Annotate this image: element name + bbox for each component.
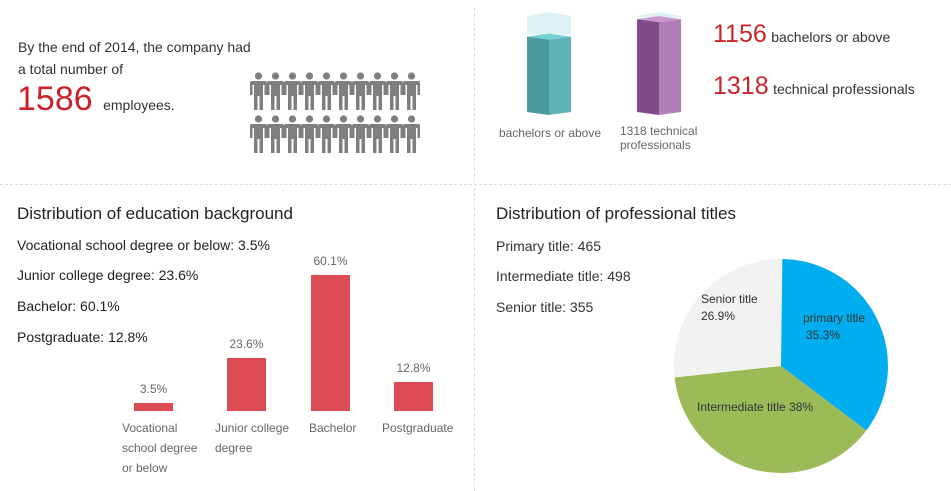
person-icon [352,115,369,153]
column-empty [637,12,681,18]
category-label: Bachelor [299,418,409,438]
stat-technical: 1318 technical professionals [713,72,915,101]
category-label-line: Bachelor [309,421,357,435]
stat-value: 1156 [713,20,767,48]
category-label-line: Postgraduate [382,421,454,435]
total-employees: 1586 employees. [17,80,175,119]
person-icon [335,115,352,153]
person-icon [267,115,284,153]
person-icon [335,72,352,110]
category-label-line: degree [215,441,253,455]
person-icon [369,72,386,110]
total-suffix: employees. [103,97,175,113]
titles-line: Primary title: 465 [496,238,602,254]
person-icon [301,72,318,110]
pie-value-label: 35.3% [806,328,840,342]
column-fill-right [659,19,681,115]
pie-label: Intermediate title 38% [697,400,813,414]
column-label-technical: 1318 technical professionals [612,124,720,152]
education-line: Vocational school degree or below: 3.5% [17,237,270,253]
person-icon [403,115,420,153]
titles-line: Senior title: 355 [496,299,594,315]
education-title: Distribution of education background [17,204,293,223]
category-label-line: or below [122,461,168,475]
column-fill-top [527,33,571,40]
bar-value-label: 3.5% [139,382,168,397]
bar [227,357,266,411]
category-label-line: school degree [122,441,198,455]
category-label: Postgraduate [382,418,482,438]
bar [134,403,173,411]
category-label-line: Junior college [215,421,290,435]
column-label-bachelors: bachelors or above [498,126,602,140]
column-label-line: 1318 technical [620,124,698,138]
column-fill-right [549,36,571,115]
education-line: Postgraduate: 12.8% [17,329,148,345]
person-icon [318,72,335,110]
pie-slice [781,259,888,431]
education-line: Bachelor: 60.1% [17,298,120,314]
column-fill-left [637,19,659,115]
pie-value-label: 26.9% [701,309,735,323]
education-line: Junior college degree: 23.6% [17,267,199,283]
person-icon [250,72,267,110]
category-label: Vocational school degree or below [122,418,222,478]
summary-text: By the end of 2014, the company had a to… [18,36,251,80]
stat-value: 1318 [713,72,769,100]
stat-label: bachelors or above [771,29,891,45]
titles-line: Intermediate title: 498 [496,268,631,284]
bar-value-label: 12.8% [396,361,431,376]
intro-line: By the end of 2014, the company had [18,39,251,55]
person-icon [250,115,267,153]
person-icon [267,72,284,110]
pie-label: Senior title [701,292,758,306]
column-fill-top [637,16,681,23]
stat-label: technical professionals [773,81,915,97]
person-icon [284,72,301,110]
column-label-line: professionals [620,138,691,152]
column-fill-left [527,36,549,115]
person-icon [386,115,403,153]
person-icon [369,115,386,153]
pie-slice [674,259,783,378]
pie-label: primary title [803,311,865,325]
vertical-divider [474,8,475,491]
bar [311,275,350,411]
titles-title: Distribution of professional titles [496,204,737,223]
bar-value-label: 60.1% [313,254,348,268]
bar-value-label: 23.6% [229,336,264,351]
horizontal-divider [0,184,951,185]
total-value: 1586 [17,80,93,118]
person-icon [403,72,420,110]
category-label-line: Vocational [122,421,178,435]
bar [394,382,433,411]
stat-bachelors: 1156 bachelors or above [713,20,890,49]
person-icon [352,72,369,110]
person-icon [301,115,318,153]
person-icon [318,115,335,153]
intro-line-2: a total number of [18,61,124,77]
pie-slice [674,366,867,473]
column-empty [527,12,571,35]
person-icon [386,72,403,110]
category-label: Junior college degree [215,418,315,458]
person-icon [284,115,301,153]
